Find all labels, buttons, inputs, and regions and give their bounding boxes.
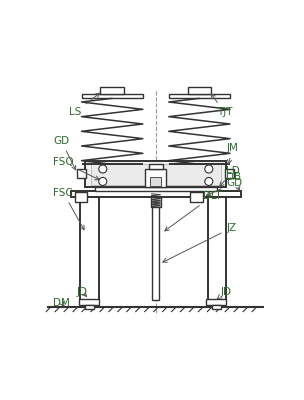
Bar <box>190 192 203 202</box>
Bar <box>81 94 143 98</box>
Bar <box>80 197 99 300</box>
Circle shape <box>205 178 213 186</box>
Circle shape <box>99 178 107 186</box>
Bar <box>95 187 217 191</box>
Bar <box>151 194 161 207</box>
Circle shape <box>99 165 107 173</box>
Text: JD: JD <box>217 287 232 299</box>
Bar <box>149 164 163 169</box>
Text: DM: DM <box>53 298 70 308</box>
Bar <box>85 305 94 310</box>
Text: FSQ: FSQ <box>53 158 99 180</box>
Bar <box>79 299 99 305</box>
Bar <box>74 192 88 202</box>
Bar <box>208 197 226 300</box>
Bar <box>77 169 86 178</box>
Bar <box>85 161 226 187</box>
Bar <box>152 197 159 300</box>
Bar <box>225 169 234 178</box>
Text: JM: JM <box>226 143 238 164</box>
Text: JD: JD <box>77 287 88 297</box>
Bar <box>100 88 124 94</box>
Text: GD: GD <box>206 178 243 196</box>
Bar <box>145 169 166 187</box>
Text: DLT: DLT <box>165 191 222 231</box>
Bar <box>150 177 161 186</box>
Bar <box>212 305 221 310</box>
Bar <box>188 88 211 94</box>
Text: LS: LS <box>69 93 100 118</box>
Text: LD: LD <box>219 166 240 186</box>
Text: DB: DB <box>226 172 242 191</box>
Text: GD: GD <box>53 136 76 170</box>
Bar <box>169 94 230 98</box>
Bar <box>91 164 221 185</box>
Text: TJT: TJT <box>211 94 233 118</box>
Circle shape <box>205 165 213 173</box>
Text: FSC: FSC <box>53 188 84 230</box>
Text: JZ: JZ <box>163 223 237 262</box>
Bar <box>206 299 226 305</box>
Bar <box>71 191 241 197</box>
